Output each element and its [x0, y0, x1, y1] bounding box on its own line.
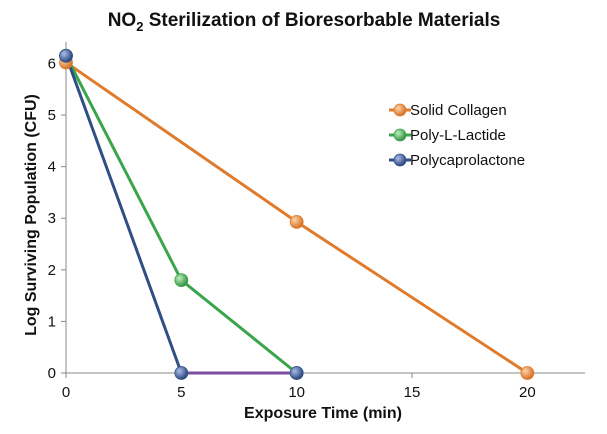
data-point — [520, 366, 535, 380]
series-line — [64, 55, 297, 375]
chart-title-subscript: 2 — [136, 19, 143, 34]
legend-label: Poly-L-Lactide — [410, 127, 506, 144]
x-tick-label: 15 — [404, 384, 421, 401]
y-tick-label: 6 — [48, 55, 56, 72]
x-tick-label: 20 — [519, 384, 536, 401]
y-tick-label: 3 — [48, 210, 56, 227]
series-2 — [64, 55, 297, 375]
legend-item: Polycaprolactone — [389, 152, 525, 169]
chart-title-main: NO — [108, 10, 137, 31]
data-point — [174, 366, 189, 380]
x-tick-label: 10 — [288, 384, 305, 401]
legend: Solid Collagen Poly-L-Lactide Polycaprolac… — [389, 102, 525, 169]
legend-marker — [393, 103, 407, 117]
x-tick-label: 0 — [62, 384, 70, 401]
chart-title: NO2 Sterilization of Bioresorbable Mater… — [108, 10, 501, 34]
x-tick-label: 5 — [177, 384, 185, 401]
series-2-markers — [59, 48, 304, 380]
series-line — [64, 55, 298, 375]
series-1-markers — [59, 48, 304, 380]
legend-label: Solid Collagen — [410, 102, 507, 119]
chart-title-rest: Sterilization of Bioresorbable Materials — [143, 10, 500, 31]
data-point — [289, 366, 304, 380]
y-axis-label: Log Surviving Population (CFU) — [23, 94, 40, 336]
legend-marker — [393, 128, 407, 142]
x-axis-label: Exposure Time (min) — [244, 405, 402, 422]
legend-item: Solid Collagen — [389, 102, 507, 119]
legend-item: Poly-L-Lactide — [389, 127, 506, 144]
y-axis-ticks: 0 1 2 3 4 5 6 — [48, 55, 66, 382]
y-tick-label: 0 — [48, 365, 56, 382]
x-axis-ticks: 0 5 10 15 20 — [62, 373, 536, 401]
series-1 — [64, 55, 298, 375]
data-point — [174, 273, 189, 288]
series-layer — [59, 48, 535, 380]
legend-marker — [393, 153, 407, 167]
data-point — [59, 48, 73, 63]
y-tick-label: 5 — [48, 107, 56, 124]
y-tick-label: 4 — [48, 159, 56, 176]
y-tick-label: 1 — [48, 313, 56, 330]
legend-label: Polycaprolactone — [410, 152, 525, 169]
y-tick-label: 2 — [48, 262, 56, 279]
data-point — [289, 214, 304, 229]
axes — [65, 42, 585, 374]
